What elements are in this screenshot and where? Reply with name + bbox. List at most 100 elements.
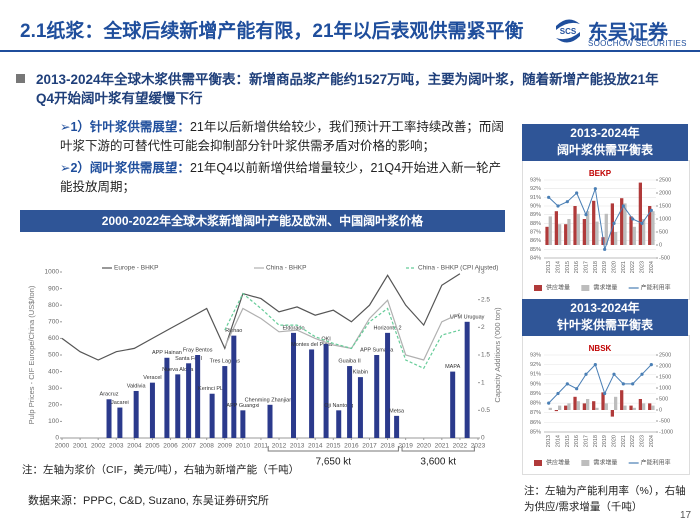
- legend-label: Europe - BHKP: [114, 265, 158, 272]
- x-tick-label: 2010: [236, 443, 251, 450]
- point: [640, 221, 644, 225]
- point: [621, 382, 625, 386]
- bar: [548, 407, 552, 410]
- bar: [554, 410, 558, 412]
- bar-label: Rizhao: [225, 328, 242, 334]
- legend-swatch: [581, 460, 590, 466]
- x-tick-label: 2002: [91, 443, 106, 450]
- bullet: ➢1）针叶浆供需展望：21年以后新增供给较少，我们预计开工率持续改善；而阔叶浆下…: [60, 118, 508, 156]
- y-tick-label: 800: [48, 302, 59, 309]
- bar-label: Nueva Aldea: [162, 367, 194, 373]
- bar-label: Guaiba II: [338, 359, 361, 365]
- bar-label: Montes del Plata: [291, 342, 333, 348]
- y2-tick-label: -1000: [659, 429, 673, 435]
- bar: [651, 405, 655, 410]
- bar: [632, 226, 636, 245]
- bullet-text: 21年Q4以前新增供给增量较少，21Q4开始进入新一轮产能投放周期；: [60, 161, 502, 194]
- y-tick-label: 89%: [530, 212, 541, 218]
- bar: [164, 357, 170, 438]
- y2-tick-label: 2500: [659, 177, 671, 183]
- chart-banner: 2000-2022年全球木浆新增阔叶产能及欧洲、中国阔叶浆价格: [20, 210, 505, 232]
- x-tick-label: 2016: [574, 261, 580, 273]
- logo-en: SOOCHOW SECURITIES: [588, 39, 687, 48]
- y-tick-label: 85%: [530, 247, 541, 253]
- x-tick-label: 2017: [583, 261, 589, 273]
- y-tick-label: 93%: [530, 177, 541, 183]
- x-tick-label: 2021: [435, 443, 450, 450]
- x-tick-label: 2014: [555, 435, 561, 447]
- logo-mark: SCS: [552, 14, 584, 48]
- bar: [638, 399, 642, 410]
- bar: [638, 182, 642, 245]
- bar: [595, 407, 599, 410]
- side-chart-header: 2013-2024年 阔叶浆供需平衡表: [522, 124, 688, 161]
- x-tick-label: 2005: [145, 443, 160, 450]
- source: 数据来源：PPPC, C&D, Suzano, 东吴证券研究所: [28, 495, 269, 507]
- x-tick-label: 2018: [380, 443, 395, 450]
- x-tick-label: 2021: [621, 435, 627, 447]
- x-tick-label: 2024: [649, 435, 655, 447]
- point: [575, 191, 579, 195]
- bar: [582, 219, 586, 245]
- y-tick-label: 87%: [530, 410, 541, 416]
- bar: [175, 374, 181, 438]
- y2-tick-label: 2500: [659, 352, 671, 358]
- bar: [240, 410, 246, 438]
- bar-label: OKI: [321, 336, 331, 342]
- y-tick-label: 600: [48, 335, 59, 342]
- x-tick-label: 2015: [326, 443, 341, 450]
- header-line: 2013-2024年: [570, 126, 640, 140]
- y-tick-label: 92%: [530, 186, 541, 192]
- legend-label: 供应增量: [546, 459, 570, 467]
- y2-tick-label: 1500: [659, 203, 671, 209]
- bar: [567, 219, 571, 245]
- bar-label: Horizonte 2: [373, 325, 401, 331]
- x-tick-label: 2001: [73, 443, 88, 450]
- x-tick-label: 2013: [546, 261, 552, 273]
- chart-title: NBSK: [589, 344, 612, 353]
- bar-label: Tres Lagoas: [210, 359, 241, 365]
- point: [593, 187, 597, 191]
- y2-tick-label: 1.5: [481, 352, 490, 359]
- y-tick-label: 91%: [530, 372, 541, 378]
- bullet-text: 21年以后新增供给较少，我们预计开工率持续改善；而阔叶浆下游的可替代性可能会抑制…: [60, 120, 504, 153]
- y-tick-label: 88%: [530, 401, 541, 407]
- bar: [374, 355, 380, 438]
- side-chart-header: 2013-2024年 针叶浆供需平衡表: [522, 299, 688, 336]
- x-tick-label: 2007: [181, 443, 196, 450]
- point: [584, 213, 588, 217]
- point: [565, 200, 569, 204]
- y-tick-label: 400: [48, 368, 59, 375]
- bar: [133, 390, 139, 438]
- y2-tick-label: -500: [659, 418, 670, 424]
- y2-tick-label: 1500: [659, 374, 671, 380]
- bar: [610, 203, 614, 245]
- bar: [582, 403, 586, 410]
- y-tick-label: 0: [55, 435, 59, 442]
- x-tick-label: 2016: [344, 443, 359, 450]
- y2-tick-label: 2000: [659, 363, 671, 369]
- y2-tick-label: 0: [481, 435, 485, 442]
- point: [565, 382, 569, 386]
- bar: [604, 403, 608, 410]
- x-tick-label: 2004: [127, 443, 142, 450]
- y2-axis-title: Capacity Additions ('000 ton): [493, 307, 502, 403]
- logo-mark-text: SCS: [560, 27, 577, 36]
- point: [612, 372, 616, 376]
- point: [631, 217, 635, 221]
- bar: [620, 198, 624, 245]
- bar: [642, 403, 646, 410]
- x-tick-label: 2024: [649, 261, 655, 273]
- legend-swatch: [581, 285, 590, 291]
- y2-tick-label: 0.5: [481, 407, 490, 414]
- page-number: 17: [680, 510, 692, 521]
- title-rule: [0, 50, 700, 52]
- bar-label: Jacarei: [111, 400, 129, 406]
- bar: [592, 401, 596, 410]
- y-axis-title: Pulp Prices - CIF Europe/China (US$/ton): [27, 285, 36, 424]
- summary: 2013-2024年全球木浆供需平衡表：新增商品浆产能约1527万吨，主要为阔叶…: [36, 72, 659, 106]
- point: [640, 372, 644, 376]
- y-tick-label: 500: [48, 352, 59, 359]
